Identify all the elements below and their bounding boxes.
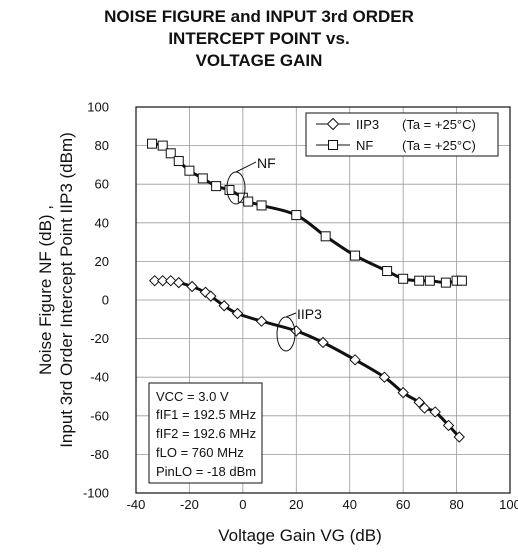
nf-data-point xyxy=(243,196,254,207)
nf-data-point xyxy=(173,156,184,167)
legend-iip3-diamond-marker xyxy=(326,117,340,131)
conditions-box: VCC = 3.0 V fIF1 = 192.5 MHz fIF2 = 192.… xyxy=(148,382,263,484)
x-tick-label: 80 xyxy=(449,497,463,512)
x-tick-label: 20 xyxy=(289,497,303,512)
iip3-data-point xyxy=(349,354,361,366)
iip3-data-point xyxy=(255,315,268,327)
nf-data-point xyxy=(224,184,235,195)
series-markers xyxy=(147,138,467,443)
nf-data-point xyxy=(350,250,361,261)
iip3-data-point xyxy=(165,274,177,287)
nf-data-point xyxy=(424,275,435,286)
y-tick-label: -100 xyxy=(83,486,109,501)
legend-box xyxy=(305,112,499,157)
legend-nf-square-marker xyxy=(328,140,338,150)
condition-flo: fLO = 760 MHz xyxy=(156,445,244,460)
nf-data-point xyxy=(184,165,195,176)
nf-data-point xyxy=(147,138,158,149)
nf-data-point xyxy=(157,140,168,151)
nf-data-point xyxy=(414,275,425,286)
y-tick-label: 20 xyxy=(95,254,109,269)
y-tick-label: -20 xyxy=(90,331,109,346)
chart-title-line-3: VOLTAGE GAIN xyxy=(195,51,323,70)
iip3-data-point xyxy=(157,274,169,287)
nf-data-point xyxy=(320,231,331,242)
y-tick-label: -80 xyxy=(90,447,109,462)
condition-vcc: VCC = 3.0 V xyxy=(156,389,229,404)
nf-data-point xyxy=(398,273,409,284)
condition-fif1: fIF1 = 192.5 MHz xyxy=(156,407,256,422)
legend-entry-nf: NF (Ta = +25°C) xyxy=(316,138,476,153)
iip3-annotation: IIP3 xyxy=(276,306,322,352)
iip3-annotation-ellipse xyxy=(276,316,296,352)
iip3-data-point xyxy=(231,307,244,320)
x-tick-label: 0 xyxy=(239,497,246,512)
nf-annotation-leader xyxy=(235,161,257,173)
tick-labels: -40 -20 0 20 40 60 80 100 -100 -80 -60 -40 -20 0 20 40 6… xyxy=(83,100,518,513)
iip3-annotation-leader xyxy=(285,312,297,318)
y-tick-label: 40 xyxy=(95,215,109,230)
x-tick-label: 100 xyxy=(499,497,518,512)
nf-annotation: NF xyxy=(226,155,276,205)
iip3-data-point xyxy=(148,274,161,287)
iip3-data-point xyxy=(317,336,329,349)
legend-iip3-label: IIP3 xyxy=(356,117,379,132)
nf-data-point xyxy=(165,148,176,159)
chart-title-line-2: INTERCEPT POINT vs. xyxy=(168,29,350,48)
y-axis-label-line-1: Noise Figure NF (dB) , xyxy=(36,205,55,375)
iip3-data-point xyxy=(205,290,217,302)
y-tick-label: -60 xyxy=(90,408,109,423)
iip3-data-point xyxy=(218,300,230,312)
conditions-frame xyxy=(148,382,263,484)
y-tick-label: 100 xyxy=(87,100,109,115)
chart-title-line-1: NOISE FIGURE and INPUT 3rd ORDER xyxy=(104,7,414,26)
legend-entry-iip3: IIP3 (Ta = +25°C) xyxy=(316,117,476,132)
nf-data-point xyxy=(256,200,267,211)
nf-data-point xyxy=(382,266,393,277)
iip3-data-point xyxy=(453,431,465,443)
nf-data-point xyxy=(440,277,451,288)
iip3-data-point xyxy=(397,386,409,399)
legend-nf-condition: (Ta = +25°C) xyxy=(402,138,476,153)
iip3-data-point xyxy=(418,402,431,414)
condition-fif2: fIF2 = 192.6 MHz xyxy=(156,426,256,441)
y-tick-label: 80 xyxy=(95,138,109,153)
iip3-data-point xyxy=(186,280,198,293)
x-axis-label: Voltage Gain VG (dB) xyxy=(218,526,381,545)
iip3-data-point xyxy=(429,406,441,418)
y-tick-label: -40 xyxy=(90,370,109,385)
x-tick-label: 40 xyxy=(342,497,356,512)
iip3-data-point xyxy=(413,396,425,408)
condition-pinlo: PinLO = -18 dBm xyxy=(156,464,256,479)
nf-data-point xyxy=(211,181,222,192)
legend-nf-label: NF xyxy=(356,138,373,153)
nf-annotation-label: NF xyxy=(257,155,276,171)
chart-title: NOISE FIGURE and INPUT 3rd ORDER INTERCE… xyxy=(0,6,518,72)
y-axis-label-line-2: Input 3rd Order Intercept Point IIP3 (dB… xyxy=(57,132,76,448)
legend: IIP3 (Ta = +25°C) NF (Ta = +25°C) xyxy=(305,112,499,157)
nf-data-point xyxy=(456,275,467,286)
y-tick-label: 0 xyxy=(102,293,109,308)
nf-data-point xyxy=(291,210,302,221)
y-tick-label: 60 xyxy=(95,177,109,192)
legend-iip3-condition: (Ta = +25°C) xyxy=(402,117,476,132)
x-tick-label: 60 xyxy=(396,497,410,512)
iip3-data-point xyxy=(173,276,185,289)
nf-data-point xyxy=(197,173,208,184)
x-tick-label: -20 xyxy=(180,497,199,512)
iip3-data-point xyxy=(378,371,391,383)
iip3-annotation-label: IIP3 xyxy=(297,306,322,322)
iip3-data-point xyxy=(442,419,455,432)
plot-frame xyxy=(135,106,511,494)
iip3-data-point xyxy=(290,325,302,337)
x-tick-label: -40 xyxy=(127,497,146,512)
